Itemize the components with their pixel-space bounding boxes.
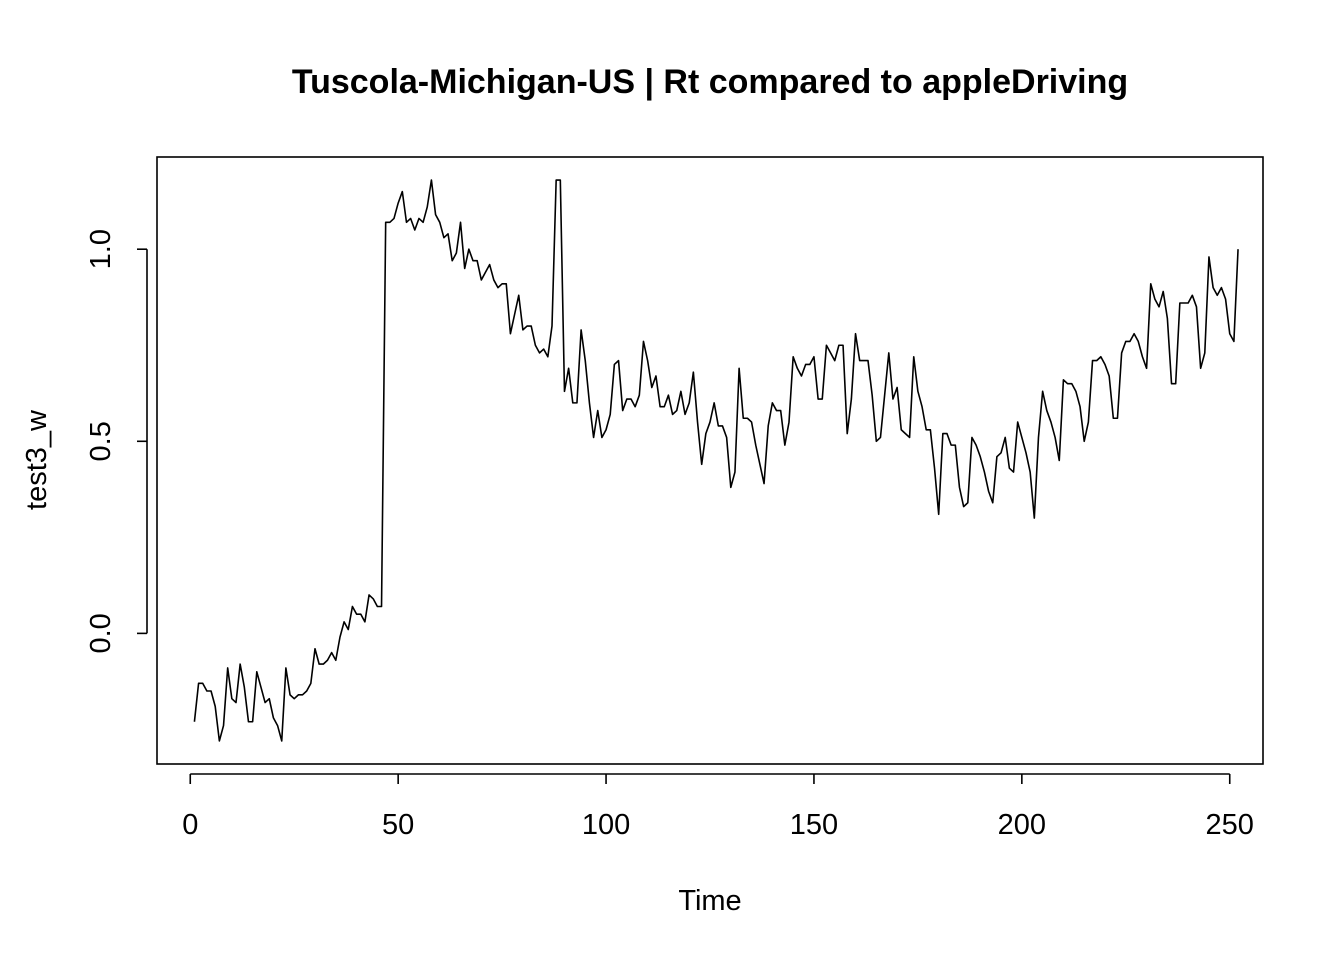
plot-frame xyxy=(156,156,1264,765)
x-tick-label: 50 xyxy=(382,809,414,841)
x-tick-label: 150 xyxy=(790,809,838,841)
x-tick-label: 250 xyxy=(1206,809,1254,841)
y-tick-label: 1.0 xyxy=(85,229,117,269)
chart-title: Tuscola-Michigan-US | Rt compared to app… xyxy=(292,63,1128,101)
series-line-0 xyxy=(193,179,1239,742)
x-tick-label: 100 xyxy=(582,809,630,841)
y-tick-label: 0.0 xyxy=(85,613,117,653)
series-layer xyxy=(193,179,1239,742)
y-axis: 0.0 0.5 1.0 xyxy=(85,229,148,654)
x-tick-label: 0 xyxy=(182,809,198,841)
y-tick-label: 0.5 xyxy=(85,421,117,461)
y-axis-label: test3_w xyxy=(21,409,53,510)
x-axis-label: Time xyxy=(678,885,741,917)
x-tick-label: 200 xyxy=(998,809,1046,841)
x-axis: 0 50 100 150 200 250 xyxy=(182,773,1254,841)
